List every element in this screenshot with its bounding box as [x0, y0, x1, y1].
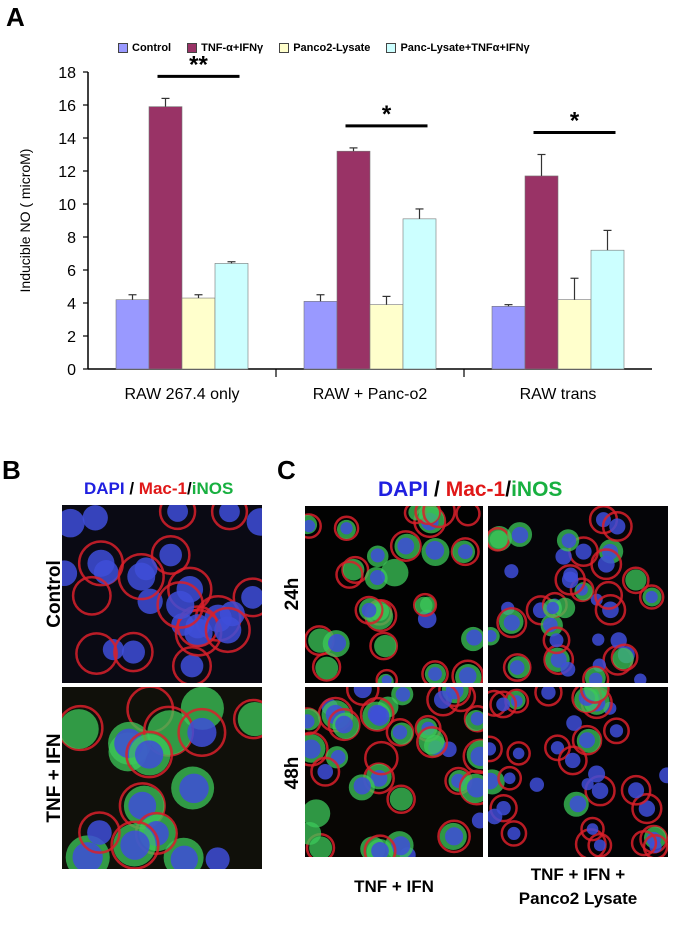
legend-label-panc-lysate-tnf-ifn: Panc-Lysate+TNFα+IFNγ [400, 42, 530, 54]
panel-letter-b: B [2, 455, 21, 485]
y-tick-label: 14 [58, 131, 76, 148]
bar [557, 299, 592, 370]
chart-legend: Control TNF-α+IFNγ Panco2-Lysate Panc-Ly… [118, 42, 530, 54]
separator: / [428, 478, 446, 501]
panel-letter-a: A [6, 2, 25, 32]
y-tick-label: 10 [58, 197, 76, 214]
separator: / [505, 478, 512, 501]
separator: / [186, 479, 192, 498]
legend-label-control: Control [132, 42, 172, 54]
micrograph-c-24h-tnf-ifn [305, 506, 483, 683]
y-tick-label: 18 [58, 65, 76, 82]
significance-marker: * [570, 108, 580, 135]
bar [524, 175, 559, 370]
y-tick-label: 12 [58, 164, 76, 181]
bar [590, 249, 625, 370]
micrograph-c-24h-lysate [488, 506, 668, 683]
legend-swatch-panc-lysate-tnf-ifn [386, 43, 397, 53]
bar [115, 299, 150, 370]
significance-marker: ** [189, 51, 208, 78]
y-tick-label: 4 [67, 296, 76, 313]
legend-label-panco2-lysate: Panco2-Lysate [293, 42, 371, 54]
column-label-tnf-ifn-lysate: TNF + IFN + Panco2 Lysate [518, 865, 638, 908]
column-label-tnf-ifn: TNF + IFN [354, 877, 434, 896]
legend-swatch-tnf-ifn [187, 43, 198, 53]
row-label-control: Control [44, 560, 65, 628]
dapi-label: DAPI [378, 478, 429, 501]
bar [369, 304, 404, 370]
bar [181, 297, 216, 370]
bar [491, 305, 526, 370]
panel-c-stain-title: DAPI / Mac-1/iNOS [378, 478, 562, 502]
bar [402, 218, 437, 370]
bar [214, 263, 249, 370]
micrograph-b-tnf-ifn [62, 687, 262, 869]
y-axis-label: Inducible NO ( microM) [17, 149, 33, 293]
y-tick-label: 16 [58, 98, 76, 115]
bar [148, 106, 183, 370]
micrograph-b-control [62, 505, 262, 683]
legend-swatch-panco2-lysate [279, 43, 290, 53]
panel-b-stain-title: DAPI / Mac-1/iNOS [84, 479, 233, 499]
separator: / [124, 479, 139, 498]
dapi-label: DAPI [84, 479, 125, 498]
mac1-label: Mac-1 [445, 478, 506, 501]
legend-label-tnf-ifn: TNF-α+IFNγ [201, 42, 264, 54]
inos-label: iNOS [191, 479, 234, 498]
micrograph-c-48h-lysate [488, 687, 668, 857]
legend-item-panco2-lysate: Panco2-Lysate [279, 42, 370, 54]
bar [303, 301, 338, 370]
significance-marker: * [382, 101, 392, 128]
bar-chart: 0 2 4 6 8 10 12 14 16 18 Inducible NO ( microM) RAW… [17, 51, 652, 403]
inos-label: iNOS [511, 478, 563, 501]
legend-item-tnf-ifn: TNF-α+IFNγ [187, 42, 263, 54]
y-tick-label: 2 [67, 329, 76, 346]
row-label-24h: 24h [282, 577, 303, 611]
panel-letter-c: C [277, 455, 296, 485]
x-tick-label: RAW + Panc-o2 [313, 386, 428, 403]
y-tick-label: 8 [67, 230, 76, 247]
micrograph-c-48h-tnf-ifn [305, 687, 483, 857]
row-label-tnf-ifn: TNF + IFN [44, 733, 65, 823]
legend-item-control: Control [118, 42, 171, 54]
mac1-label: Mac-1 [138, 479, 187, 498]
x-tick-label: RAW trans [520, 386, 597, 403]
legend-swatch-control [118, 43, 128, 53]
bar [336, 150, 371, 370]
legend-item-panc-lysate-tnf-ifn: Panc-Lysate+TNFα+IFNγ [386, 42, 530, 54]
row-label-48h: 48h [282, 756, 303, 790]
y-tick-label: 0 [67, 362, 76, 379]
y-tick-label: 6 [67, 263, 76, 280]
x-tick-label: RAW 267.4 only [124, 386, 239, 403]
